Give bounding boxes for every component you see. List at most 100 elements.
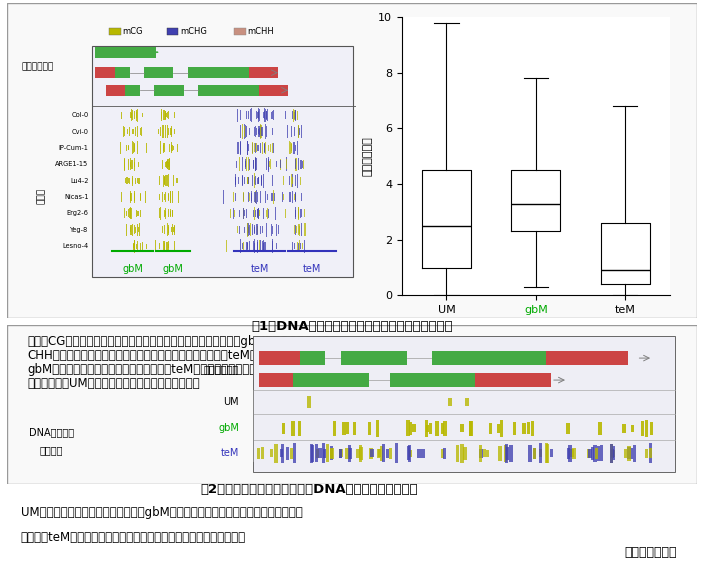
Bar [128, 145, 129, 150]
Bar [260, 191, 262, 203]
Bar [630, 448, 633, 458]
Bar [425, 420, 429, 437]
Bar [632, 445, 636, 462]
Bar [243, 242, 244, 250]
Bar [268, 208, 269, 218]
Text: mCHH: mCHH [247, 27, 274, 36]
Bar [644, 420, 648, 437]
Bar [302, 161, 303, 168]
Bar [254, 239, 255, 253]
Bar [426, 425, 429, 432]
Bar [345, 448, 348, 459]
Bar [546, 444, 549, 463]
Bar [267, 207, 268, 219]
Bar [259, 373, 293, 387]
Bar [167, 223, 168, 236]
Bar [130, 227, 131, 232]
Bar [486, 450, 489, 457]
Bar [294, 225, 295, 234]
Bar [131, 160, 133, 169]
Bar [297, 141, 298, 155]
Bar [250, 223, 251, 236]
Bar [275, 207, 276, 220]
Bar [244, 227, 245, 233]
Text: teM: teM [250, 264, 269, 274]
Bar [254, 243, 255, 250]
Bar [125, 85, 140, 96]
Bar [130, 112, 131, 118]
Bar [407, 446, 410, 460]
Bar [469, 421, 472, 436]
Bar [247, 223, 248, 236]
Bar [142, 113, 143, 118]
Bar [261, 177, 262, 185]
Text: る系統。teM：トランスポゾン様メチレーションを受けている系統。: る系統。teM：トランスポゾン様メチレーションを受けている系統。 [21, 531, 246, 544]
Bar [479, 445, 482, 462]
Bar [127, 129, 128, 134]
Bar [134, 162, 135, 167]
Bar [292, 241, 293, 251]
Bar [522, 423, 526, 434]
Bar [388, 448, 392, 459]
Bar [251, 108, 252, 122]
Bar [165, 161, 166, 167]
Bar [170, 210, 171, 218]
Bar [274, 444, 278, 463]
Text: mCG: mCG [123, 27, 143, 36]
Bar [318, 449, 321, 458]
Bar [264, 124, 266, 139]
Bar [568, 445, 572, 462]
Bar [155, 240, 157, 252]
Bar [249, 193, 250, 202]
Bar [264, 142, 266, 153]
Bar [498, 446, 502, 461]
Bar [260, 124, 261, 139]
Bar [164, 210, 165, 217]
Bar [572, 448, 576, 458]
Bar [599, 423, 601, 435]
Bar [300, 194, 302, 201]
Bar [270, 449, 273, 457]
Bar [624, 449, 627, 458]
Bar [610, 444, 613, 462]
Bar [298, 158, 300, 170]
Bar [160, 207, 161, 219]
Bar [137, 126, 138, 137]
Bar [272, 194, 274, 201]
Bar [545, 444, 548, 463]
Bar [290, 142, 291, 154]
Bar [300, 177, 301, 185]
Bar [295, 225, 296, 235]
Bar [137, 224, 138, 236]
Bar [166, 28, 178, 35]
Bar [140, 128, 141, 135]
Text: gbM: gbM [163, 264, 184, 274]
Text: 系統名: 系統名 [37, 187, 46, 203]
Bar [173, 145, 174, 150]
Bar [253, 210, 255, 217]
Bar [236, 161, 238, 168]
Bar [146, 244, 147, 249]
Bar [263, 243, 264, 249]
Bar [142, 243, 143, 250]
Bar [260, 226, 262, 233]
Bar [345, 423, 349, 435]
Bar [167, 112, 168, 118]
Bar [539, 444, 542, 463]
Bar [238, 177, 239, 184]
Bar [247, 141, 248, 154]
Bar [269, 159, 271, 169]
Bar [295, 110, 296, 121]
Bar [257, 226, 258, 233]
Bar [276, 224, 277, 236]
Bar [173, 175, 174, 186]
Text: 遣伝子モデル: 遣伝子モデル [204, 364, 239, 374]
FancyBboxPatch shape [7, 325, 697, 484]
Text: teM: teM [221, 448, 239, 458]
Bar [124, 127, 125, 136]
Bar [612, 446, 615, 460]
Bar [165, 111, 166, 119]
Bar [177, 144, 178, 152]
Bar [295, 176, 296, 186]
Bar [123, 127, 124, 136]
